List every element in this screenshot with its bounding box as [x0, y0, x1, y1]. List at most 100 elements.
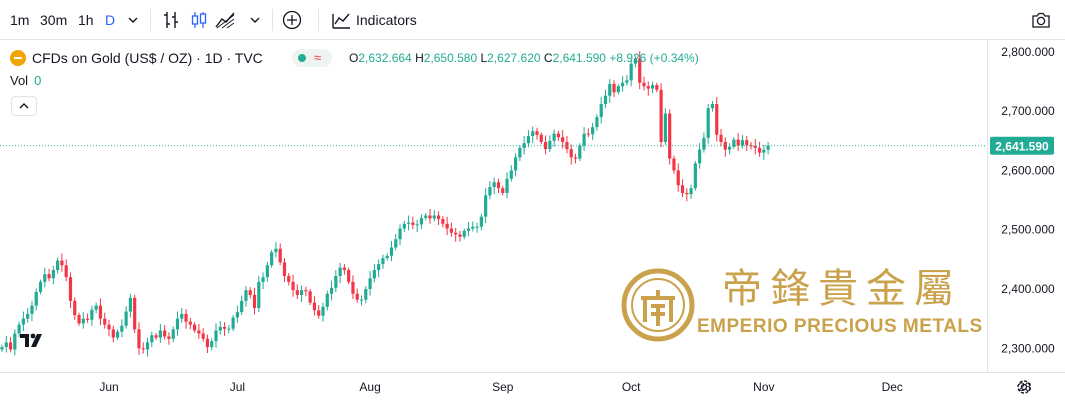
time-tick-label: Aug: [359, 380, 380, 394]
candles-chart-type-icon[interactable]: [188, 9, 210, 31]
interval-d[interactable]: D: [105, 12, 116, 28]
candle-body: [676, 170, 680, 186]
candle-body: [107, 324, 111, 330]
interval-1m[interactable]: 1m: [10, 12, 30, 28]
emperio-logo-icon: [621, 268, 695, 342]
candle-body: [484, 195, 488, 217]
chevron-down-icon[interactable]: [244, 9, 266, 31]
candle-body: [458, 234, 462, 237]
candle-body: [454, 232, 458, 235]
candle-body: [321, 306, 325, 316]
time-tick-label: Sep: [492, 380, 514, 394]
candle-body: [745, 140, 749, 145]
candle-body: [668, 113, 672, 159]
candle-body: [167, 336, 171, 339]
candle-body: [475, 226, 479, 228]
candle-body: [757, 147, 762, 153]
candle-body: [175, 318, 180, 330]
candle-body: [355, 293, 359, 300]
candle-body: [526, 136, 531, 144]
candle-body: [13, 333, 17, 350]
candle-body: [766, 145, 770, 150]
candle-body: [184, 313, 188, 322]
candle-body: [43, 274, 47, 282]
candle-body: [34, 291, 38, 306]
candle-body: [158, 330, 162, 338]
candle-body: [402, 223, 406, 229]
price-axis: 2,300.000 2,400.000 2,500.000 2,600.000 2,70…: [1001, 45, 1055, 355]
candle-body: [227, 328, 231, 330]
candle-body: [445, 223, 449, 229]
indicators-icon[interactable]: [330, 9, 352, 31]
settings-gear-icon[interactable]: [1015, 378, 1033, 396]
candle-body: [338, 267, 342, 276]
indicators-button[interactable]: Indicators: [356, 12, 417, 28]
area-chart-type-icon[interactable]: [214, 9, 236, 31]
candle-body: [608, 83, 612, 96]
candle-body: [518, 147, 522, 158]
interval-1h[interactable]: 1h: [78, 12, 94, 28]
chevron-down-icon[interactable]: [122, 9, 144, 31]
candle-body: [218, 326, 222, 331]
candle-body: [115, 331, 120, 338]
market-status-pill[interactable]: ≈: [292, 49, 332, 67]
candle-body: [8, 342, 13, 350]
candle-body: [68, 277, 73, 301]
time-tick-label: 23: [1018, 380, 1032, 394]
bar-chart-type-icon[interactable]: [160, 9, 182, 31]
candle-body: [531, 131, 535, 137]
candle-body: [543, 141, 548, 150]
candle-body: [351, 281, 355, 294]
candle-body: [569, 149, 573, 158]
candle-body: [64, 265, 68, 278]
time-tick-label: Jun: [99, 380, 118, 394]
candle-body: [111, 329, 115, 338]
candle-body: [586, 133, 590, 135]
low-value: 2,627.620: [487, 51, 541, 65]
candle-body: [26, 313, 30, 319]
candle-body: [436, 215, 441, 220]
candle-body: [193, 324, 197, 331]
candle-body: [514, 157, 518, 171]
candle-body: [561, 137, 565, 142]
close-value: 2,641.590: [552, 51, 606, 65]
candle-body: [201, 333, 205, 339]
top-toolbar: 1m 30m 1h D Indicators: [0, 0, 1065, 40]
candle-body: [642, 82, 646, 87]
candle-body: [625, 80, 629, 83]
candle-body: [252, 294, 257, 308]
candle-body: [364, 289, 368, 300]
toolbar-divider: [318, 9, 319, 31]
candle-body: [659, 89, 663, 142]
candle-body: [270, 252, 274, 266]
candle-body: [736, 139, 740, 146]
camera-icon[interactable]: [1030, 9, 1052, 31]
candle-body: [655, 85, 659, 90]
candle-body: [578, 145, 582, 159]
candle-body: [496, 182, 501, 189]
candle-body: [441, 219, 445, 224]
candle-body: [509, 170, 513, 179]
candle-body: [342, 267, 346, 271]
candle-body: [257, 281, 261, 308]
candle-body: [672, 158, 676, 171]
price-tick-label: 2,400.000: [1001, 282, 1055, 296]
add-compare-icon[interactable]: [281, 9, 303, 31]
volume-value: 0: [34, 73, 42, 88]
candle-body: [141, 348, 145, 350]
collapse-legend-button[interactable]: [11, 96, 37, 116]
approx-icon: ≈: [314, 50, 322, 65]
time-axis: Jun Jul Aug Sep Oct Nov Dec 23: [99, 380, 1032, 394]
tradingview-logo-icon[interactable]: [18, 330, 48, 350]
candle-body: [381, 258, 385, 265]
chevron-up-icon: [19, 103, 29, 109]
candle-body: [210, 341, 214, 348]
candle-body: [603, 95, 608, 105]
candle-body: [599, 104, 603, 118]
time-tick-label: Oct: [622, 380, 641, 394]
candle-body: [573, 157, 578, 159]
candle-body: [492, 182, 496, 188]
symbol-title[interactable]: CFDs on Gold (US$ / OZ) · 1D · TVC: [32, 50, 263, 66]
interval-30m[interactable]: 30m: [40, 12, 68, 28]
